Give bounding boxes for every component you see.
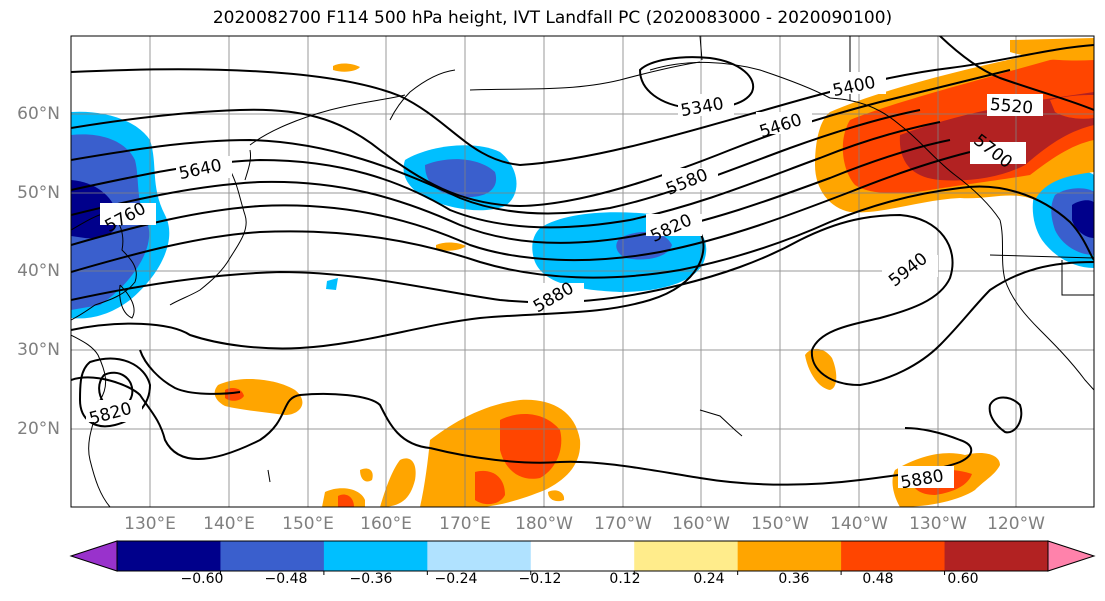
colorbar-tick-label: 0.12 xyxy=(609,571,641,587)
lon-label: 150°W xyxy=(751,514,809,534)
lon-label: 130°W xyxy=(909,514,967,534)
colorbar-left-extension xyxy=(69,540,118,572)
height-contours xyxy=(71,36,1094,486)
lon-label: 120°W xyxy=(987,514,1045,534)
colorbar-cell xyxy=(220,541,325,571)
colorbar-cell xyxy=(944,541,1049,571)
colorbar-tick-label: 0.60 xyxy=(947,571,979,587)
colorbar-tick-label: −0.36 xyxy=(349,571,393,587)
map-frame xyxy=(70,35,1095,508)
lon-label: 170°E xyxy=(439,514,491,534)
colorbar-cell xyxy=(530,541,635,571)
lon-label: 140°E xyxy=(203,514,255,534)
contour-labels: 5400 5520 5340 5460 5640 5700 5580 5760 … xyxy=(86,72,1043,493)
colorbar-cell xyxy=(737,541,842,571)
lat-label: 20°N xyxy=(17,419,60,439)
lon-label: 170°W xyxy=(594,514,652,534)
colorbar-tick-label: 0.48 xyxy=(862,571,894,587)
colorbar-tick-label: −0.60 xyxy=(180,571,224,587)
colorbar-tick-label: −0.48 xyxy=(264,571,308,587)
lon-label: 150°E xyxy=(282,514,334,534)
lat-label: 30°N xyxy=(17,340,60,360)
colorbar-right-extension xyxy=(1047,540,1096,572)
colorbar-tick-label: −0.24 xyxy=(434,571,478,587)
coastlines xyxy=(71,36,1094,507)
colorbar-tick-label: −0.12 xyxy=(518,571,562,587)
lon-label: 180°W xyxy=(515,514,573,534)
lat-label: 50°N xyxy=(17,183,60,203)
colorbar-cell xyxy=(117,541,221,571)
colorbar-tick-label: 0.24 xyxy=(693,571,725,587)
figure-title: 2020082700 F114 500 hPa height, IVT Land… xyxy=(212,8,893,28)
lat-label: 40°N xyxy=(17,261,60,281)
colorbar xyxy=(69,540,1096,575)
lon-label: 140°W xyxy=(830,514,888,534)
lon-label: 160°W xyxy=(672,514,730,534)
lat-label: 60°N xyxy=(17,104,60,124)
colorbar-cell xyxy=(634,541,739,571)
colorbar-cell xyxy=(323,541,428,571)
contour-label: 5520 xyxy=(989,95,1034,119)
colorbar-cell xyxy=(427,541,532,571)
lon-label: 160°E xyxy=(360,514,412,534)
colorbar-cell xyxy=(841,541,946,571)
colorbar-tick-label: 0.36 xyxy=(778,571,810,587)
lon-label: 130°E xyxy=(124,514,176,534)
